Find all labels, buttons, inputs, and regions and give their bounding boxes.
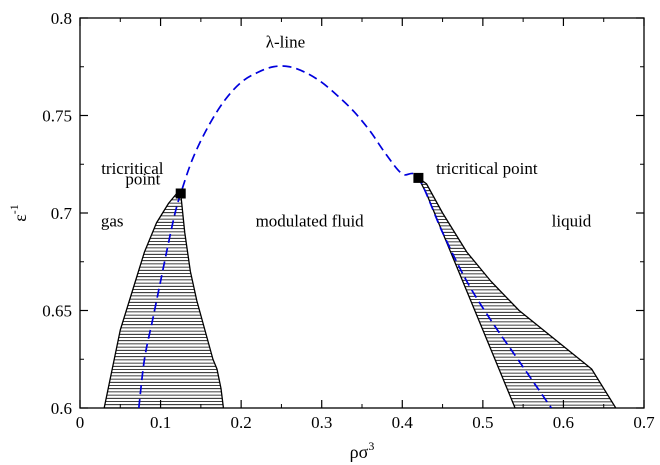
tricritical-markers [175,172,424,199]
y-axis-title: ε-1 [7,204,30,222]
annotation-label: point [125,170,160,189]
y-tick-label: 0.7 [51,204,73,223]
lambda-lines [137,65,553,408]
annotation-label: tricritical [101,159,164,178]
annotation-label: tricritical point [436,159,538,178]
x-tick-label: 0.4 [392,413,414,432]
x-tick-label: 0.1 [150,413,171,432]
tricritical-marker [175,188,186,199]
annotation-label: liquid [552,212,592,231]
y-axis-title-main: ε [10,214,30,222]
y-tick-labels: 0.6 0.65 0.7 0.75 0.8 [42,9,72,418]
y-tick-label: 0.65 [42,302,72,321]
annotation-label: modulated fluid [256,212,365,231]
x-tick-label: 0 [76,413,85,432]
x-tick-label: 0.3 [311,413,332,432]
x-tick-label: 0.2 [231,413,252,432]
y-tick-label: 0.8 [51,9,72,28]
y-axis-title-superscript: -1 [7,204,21,214]
annotation-label: gas [101,212,124,231]
x-tick-labels: 0 0.1 0.2 0.3 0.4 0.5 0.6 0.7 [76,413,655,432]
x-axis-title-main: ρσ [350,442,369,462]
y-tick-label: 0.6 [51,399,72,418]
x-tick-label: 0.7 [633,413,655,432]
x-tick-label: 0.6 [553,413,574,432]
x-axis-title-superscript: 3 [368,439,374,453]
y-tick-label: 0.75 [42,107,72,126]
tick-marks [79,17,645,409]
annotation-label: λ-line [266,32,305,51]
x-axis-title: ρσ3 [350,439,375,462]
x-tick-label: 0.5 [472,413,493,432]
tricritical-marker [413,172,424,183]
coexistence-boundary [103,192,225,408]
lambda-line [137,65,553,408]
